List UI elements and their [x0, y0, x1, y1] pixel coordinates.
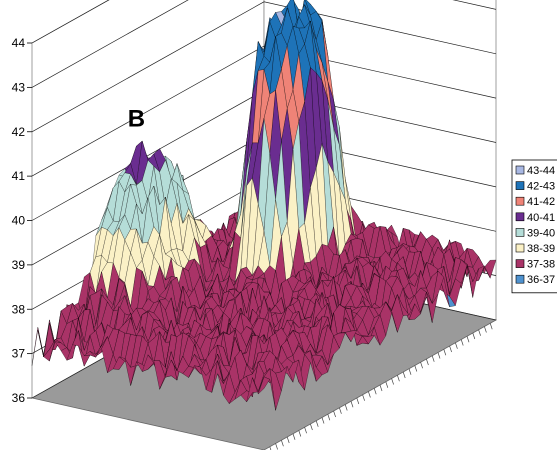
gridline — [31, 45, 497, 177]
floor-tick — [304, 427, 307, 434]
legend-label: 36-37 — [527, 274, 555, 286]
floor-tick — [420, 362, 423, 369]
floor-tick — [397, 375, 400, 382]
floor-tick — [281, 440, 284, 447]
legend-swatch — [515, 181, 525, 190]
floor-tick — [489, 323, 493, 330]
floor-tick — [275, 443, 278, 450]
floor-tick — [350, 401, 354, 408]
legend-label: 38-39 — [527, 243, 555, 255]
gridline — [31, 1, 497, 133]
legend-label: 39-40 — [527, 227, 555, 239]
z-tick-label: 44 — [12, 36, 26, 50]
floor-tick — [327, 414, 331, 421]
floor-tick — [379, 384, 383, 392]
floor-tick — [426, 358, 429, 366]
floor-tick — [286, 436, 290, 444]
floor-tick — [315, 420, 319, 427]
floor-tick — [449, 345, 452, 353]
z-tick-label: 38 — [12, 302, 26, 316]
legend-swatch — [515, 165, 525, 175]
z-tick-label: 42 — [12, 125, 26, 139]
floor-tick — [356, 397, 360, 405]
legend: 43-44 42-43 41-42 40-41 39-40 38-39 37-38 36-37 — [511, 159, 557, 294]
floor-tick — [373, 388, 377, 395]
z-tick-label: 43 — [12, 80, 26, 94]
floor-tick — [362, 394, 365, 401]
floor-tick — [368, 391, 371, 398]
floor-tick — [292, 433, 296, 440]
legend-label: 37-38 — [527, 259, 555, 271]
floor-tick — [402, 371, 406, 379]
floor-tick — [385, 381, 389, 388]
floor-tick — [298, 430, 302, 437]
floor-tick — [339, 407, 342, 414]
legend-swatch — [515, 196, 525, 206]
floor-tick — [484, 326, 487, 333]
z-tick-label: 41 — [12, 169, 26, 183]
z-axis-ticks: 36 37 38 39 40 41 42 43 44 — [12, 36, 32, 405]
floor-tick — [414, 365, 418, 372]
legend-swatch — [515, 259, 525, 268]
peak-labels: AB — [128, 106, 145, 133]
z-tick-label: 37 — [12, 347, 26, 361]
legend-label: 40-41 — [527, 212, 555, 224]
z-tick-label: 39 — [12, 258, 26, 272]
floor-tick — [460, 339, 464, 346]
legend-swatch — [515, 212, 525, 222]
floor-tick — [310, 423, 313, 431]
z-tick-label: 40 — [12, 214, 26, 228]
floor-tick — [333, 410, 336, 418]
floor-tick — [443, 349, 447, 356]
z-tick-label: 36 — [12, 391, 26, 405]
surface-cell — [258, 376, 271, 395]
floor-tick — [344, 404, 348, 411]
floor-tick — [472, 332, 476, 340]
peak-label-b: B — [128, 106, 145, 133]
floor-tick — [466, 336, 470, 343]
gridline — [31, 0, 497, 88]
surface-plot — [31, 0, 497, 411]
floor-tick — [408, 368, 412, 375]
floor-tick — [437, 352, 441, 359]
floor-tick — [321, 417, 325, 424]
legend-label: 43-44 — [527, 165, 555, 177]
floor-tick — [431, 355, 435, 362]
legend-swatch — [515, 243, 525, 253]
floor-tick — [391, 378, 394, 385]
floor-tick — [478, 329, 481, 336]
legend-label: 42-43 — [527, 181, 555, 193]
legend-swatch — [515, 228, 525, 237]
floor-tick — [455, 342, 458, 349]
legend-swatch — [515, 274, 525, 284]
legend-label: 41-42 — [527, 196, 555, 208]
